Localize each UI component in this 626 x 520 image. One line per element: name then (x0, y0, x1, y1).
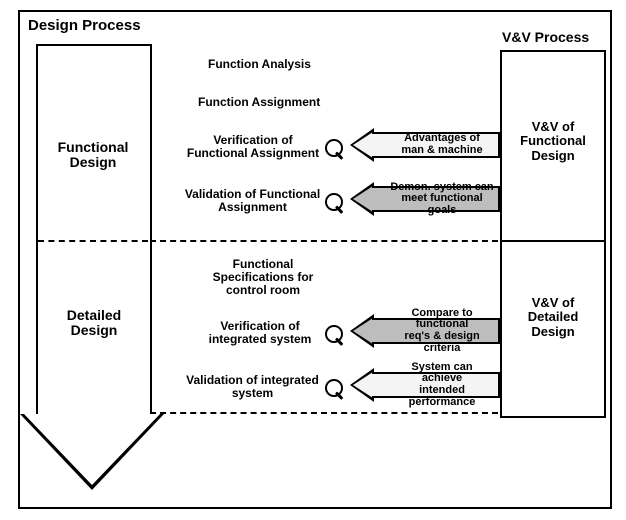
magnify-icon (324, 192, 346, 214)
arrow-compare-functional: Compare to functional req's & design cri… (350, 314, 500, 348)
functional-design-line2: Design (70, 154, 117, 170)
vv-process-title: V&V Process (502, 30, 589, 45)
activity-function-assignment: Function Assignment (198, 96, 320, 109)
mid-dash-2 (150, 412, 498, 414)
vv-detailed-label: V&V of Detailed Design (512, 296, 594, 339)
vv-column-divider (500, 240, 604, 242)
design-arrow-divider (38, 240, 148, 242)
activity-functional-specs: Functional Specifications for control ro… (198, 258, 328, 298)
magnify-icon (324, 138, 346, 160)
detailed-design-line2: Design (71, 322, 118, 338)
design-process-arrow-head-fill (24, 414, 160, 485)
arrow-demon-system: Demon. system can meet functional goals (350, 182, 500, 216)
functional-design-line1: Functional (58, 139, 129, 155)
vv-functional-label: V&V of Functional Design (510, 120, 596, 163)
design-process-arrow-join (38, 412, 146, 416)
arrow-shaft: Compare to functional req's & design cri… (372, 318, 500, 344)
arrow-system-achieve: System can achieve intended performance (350, 368, 500, 402)
arrow-head-icon (350, 368, 374, 402)
arrow-head-icon (350, 128, 374, 162)
activity-verification-integrated: Verification of integrated system (190, 320, 330, 346)
arrow-advantages: Advantages of man & machine (350, 128, 500, 162)
design-process-arrow-body (36, 44, 152, 416)
activity-validation-integrated: Validation of integrated system (170, 374, 335, 400)
vv-column (500, 50, 606, 418)
detailed-design-line1: Detailed (67, 307, 121, 323)
detailed-design-label: Detailed Design (54, 308, 134, 339)
arrow-head-icon (350, 314, 374, 348)
functional-design-label: Functional Design (48, 140, 138, 171)
arrow-head-icon (350, 182, 374, 216)
activity-verification-functional: Verification of Functional Assignment (178, 134, 328, 160)
mid-dash-1 (150, 240, 498, 242)
activity-validation-functional: Validation of Functional Assignment (170, 188, 335, 214)
magnify-icon (324, 324, 346, 346)
activity-function-analysis: Function Analysis (208, 58, 311, 71)
arrow-shaft: Demon. system can meet functional goals (372, 186, 500, 212)
arrow-shaft: Advantages of man & machine (372, 132, 500, 158)
magnify-icon (324, 378, 346, 400)
arrow-shaft: System can achieve intended performance (372, 372, 500, 398)
design-process-title: Design Process (28, 18, 141, 35)
